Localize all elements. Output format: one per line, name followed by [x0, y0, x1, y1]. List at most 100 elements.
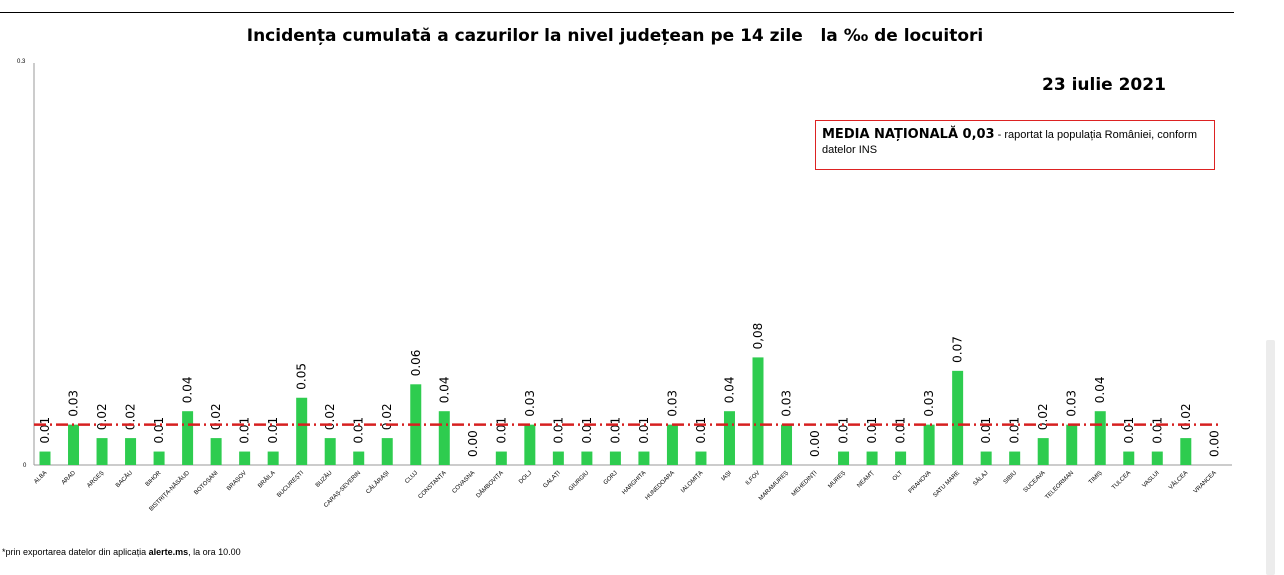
category-label: DÂMBOVIȚA	[475, 469, 505, 499]
bar-value-label: 0.01	[894, 417, 908, 444]
bar-value-label: 0.00	[466, 430, 480, 457]
category-label: VÂLCEA	[1168, 469, 1190, 491]
bar	[980, 451, 992, 465]
bar-value-label: 0.02	[380, 403, 394, 430]
bar-value-label: 0.02	[209, 403, 223, 430]
bar	[182, 411, 194, 465]
bar-value-label: 0.04	[722, 376, 736, 403]
category-label: MUREȘ	[827, 470, 847, 490]
category-label: GALAȚI	[542, 470, 562, 490]
bar-value-label: 0.03	[67, 390, 81, 417]
y-tick-label: 0.3	[17, 59, 26, 65]
category-label: BUCUREȘTI	[276, 470, 305, 499]
bar	[1180, 438, 1192, 465]
category-label: TIMIȘ	[1088, 470, 1104, 486]
category-label: COVASNA	[452, 470, 477, 495]
bar	[1123, 451, 1135, 465]
footnote: *prin exportarea datelor din aplicația a…	[2, 547, 241, 557]
bar-value-label: 0.01	[352, 417, 366, 444]
category-label: SUCEAVA	[1023, 470, 1047, 494]
category-label: PRAHOVA	[908, 470, 933, 495]
bar-value-label: 0.01	[152, 417, 166, 444]
bar-value-label: 0.01	[238, 417, 252, 444]
bar-value-label: 0.02	[124, 403, 138, 430]
bar	[1009, 451, 1021, 465]
vertical-scrollbar[interactable]	[1266, 340, 1275, 575]
bar-value-label: 0.01	[266, 417, 280, 444]
category-label: TULCEA	[1111, 470, 1132, 491]
bar	[267, 451, 279, 465]
header-rule	[0, 12, 1234, 13]
footnote-app: alerte.ms	[148, 547, 189, 557]
bar-value-label: 0.03	[1065, 390, 1079, 417]
y-tick-label: 0	[23, 463, 27, 469]
bar-value-label: 0.02	[1179, 403, 1193, 430]
bar	[695, 451, 707, 465]
category-label: CONSTANȚA	[418, 470, 448, 500]
category-label: IALOMIȚA	[680, 470, 704, 494]
category-label: MEHEDINȚI	[791, 470, 819, 498]
footnote-prefix: *prin exportarea datelor din aplicația	[2, 547, 149, 557]
category-label: CLUJ	[404, 470, 419, 485]
category-label: HUNEDOARA	[644, 470, 675, 501]
chart-title: Incidența cumulată a cazurilor la nivel …	[246, 26, 984, 46]
category-label: HARGHITA	[621, 470, 647, 496]
category-label: BRĂILA	[257, 469, 277, 489]
bar	[895, 451, 907, 465]
bar	[838, 451, 850, 465]
bar-value-label: 0.01	[637, 417, 651, 444]
bar	[324, 438, 336, 465]
bar	[296, 397, 308, 465]
category-label: GIURGIU	[568, 470, 590, 492]
category-label: VASLUI	[1142, 470, 1161, 489]
bar-value-label: 0.01	[694, 417, 708, 444]
category-label: BRAȘOV	[226, 470, 248, 492]
category-label: SĂLAJ	[972, 469, 990, 487]
bar	[210, 438, 222, 465]
bar	[438, 411, 450, 465]
category-label: VRANCEA	[1193, 470, 1218, 495]
bar	[39, 451, 51, 465]
category-label: BOTOȘANI	[193, 470, 219, 496]
bar	[581, 451, 593, 465]
category-label: ALBA	[33, 470, 48, 485]
category-label: ARGEȘ	[86, 470, 105, 489]
bar	[609, 451, 621, 465]
bar	[723, 411, 735, 465]
bar-value-label: 0.02	[323, 403, 337, 430]
bar	[638, 451, 650, 465]
bar	[1066, 424, 1078, 465]
bar-value-label: 0.01	[837, 417, 851, 444]
bar	[666, 424, 678, 465]
bar-value-label: 0.01	[580, 417, 594, 444]
bar	[125, 438, 137, 465]
bar-value-label: 0.03	[922, 390, 936, 417]
bar-value-label: 0.01	[38, 417, 52, 444]
bar-value-label: 0.01	[1150, 417, 1164, 444]
bar	[353, 451, 365, 465]
bar	[381, 438, 393, 465]
category-label: DOLJ	[518, 470, 533, 485]
national-average-heading: MEDIA NAȚIONALĂ 0,03	[822, 127, 995, 142]
bar-value-label: 0.02	[95, 403, 109, 430]
footnote-suffix: , la ora 10.00	[188, 547, 241, 557]
bar	[923, 424, 935, 465]
bar-value-label: 0.01	[865, 417, 879, 444]
bar	[552, 451, 564, 465]
bar-value-label: 0.01	[494, 417, 508, 444]
category-label: NEAMȚ	[856, 470, 875, 489]
category-label: ARAD	[61, 470, 78, 487]
bar	[781, 424, 793, 465]
bar	[1094, 411, 1106, 465]
bar-value-label: 0.01	[1122, 417, 1136, 444]
bar-value-label: 0.06	[409, 350, 423, 377]
bar-value-label: 0.04	[1093, 376, 1107, 403]
bar	[495, 451, 507, 465]
bar	[752, 357, 764, 465]
bar-value-label: 0.00	[1207, 430, 1221, 457]
category-label: ILFOV	[745, 470, 762, 487]
bar	[1151, 451, 1163, 465]
bar-value-label: 0,08	[751, 323, 765, 350]
bar-value-label: 0.02	[1036, 403, 1050, 430]
bar-value-label: 0.01	[551, 417, 565, 444]
